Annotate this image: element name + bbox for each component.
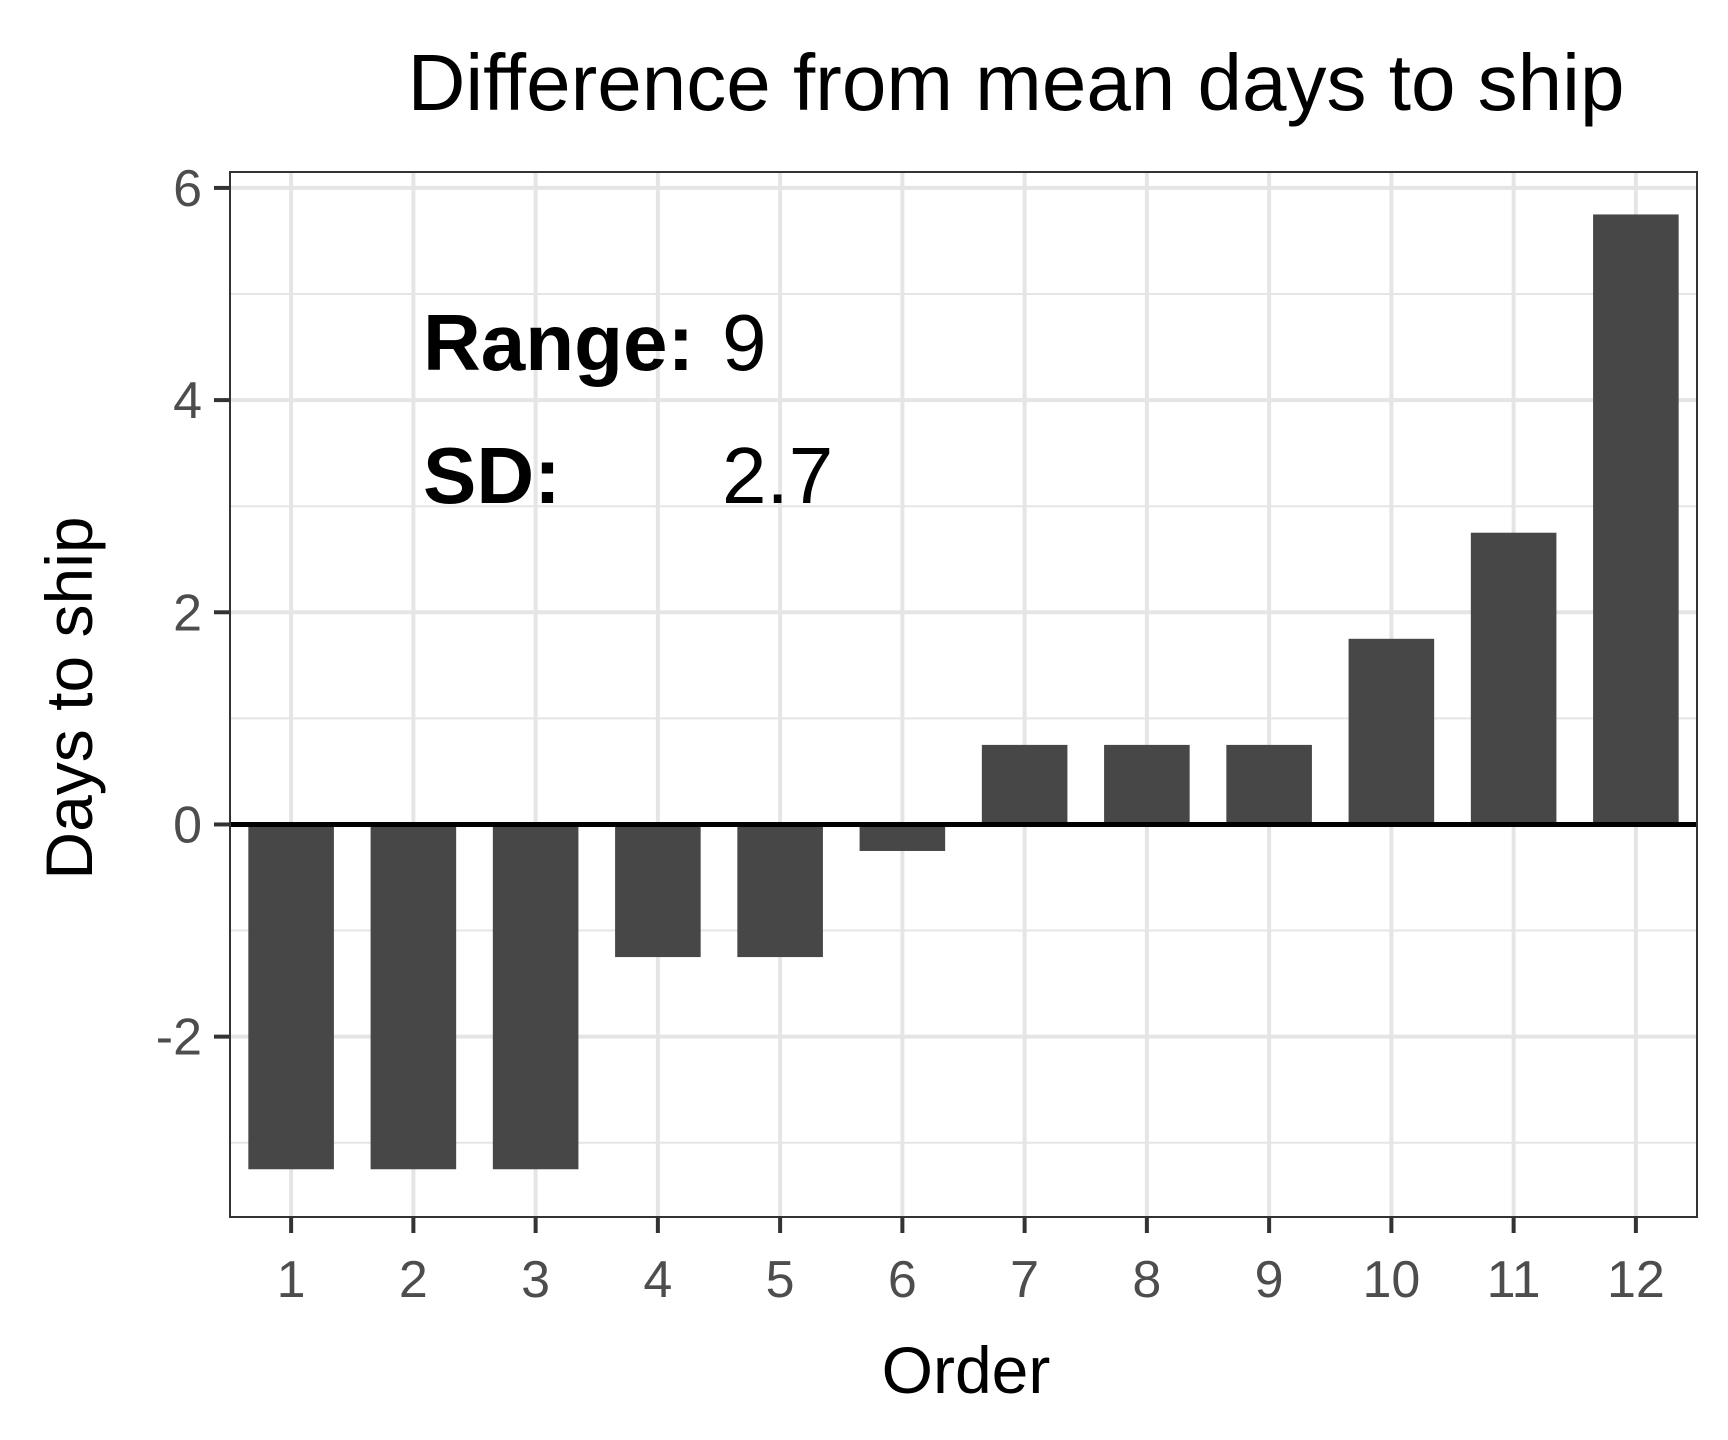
gridlines (230, 172, 1697, 1217)
x-tick-label: 10 (1362, 1251, 1420, 1309)
y-tick-label: 2 (173, 584, 202, 642)
sd-value: 2.7 (722, 431, 833, 520)
y-tick-label: 4 (173, 372, 202, 430)
bar-order-5 (737, 824, 823, 958)
x-tick-label: 3 (521, 1251, 550, 1309)
bar-order-10 (1348, 638, 1435, 825)
x-tick-label: 11 (1487, 1251, 1541, 1309)
y-tick-label: -2 (156, 1009, 202, 1067)
x-tick-label: 6 (888, 1251, 917, 1309)
bar-order-3 (492, 824, 579, 1170)
bar-order-4 (615, 824, 701, 958)
x-tick-label: 12 (1607, 1251, 1665, 1309)
x-tick-label: 1 (277, 1251, 306, 1309)
bar-order-1 (248, 824, 334, 1170)
y-tick-label: 0 (173, 796, 202, 854)
bar-order-12 (1593, 214, 1679, 825)
x-tick-label: 2 (399, 1251, 428, 1309)
bar-order-9 (1226, 744, 1312, 825)
x-tick-label: 4 (643, 1251, 672, 1309)
x-tick-label: 9 (1255, 1251, 1284, 1309)
x-tick-label: 7 (1010, 1251, 1039, 1309)
plot-frame (229, 171, 1698, 1218)
x-tick-label: 8 (1132, 1251, 1161, 1309)
bar-order-2 (370, 824, 457, 1170)
chart-title: Difference from mean days to ship (408, 38, 1625, 127)
bar-order-7 (981, 744, 1068, 825)
y-axis-title: Days to ship (32, 516, 106, 879)
range-label: Range: (423, 298, 694, 387)
y-axis: -2 0 2 4 6 (156, 160, 230, 1067)
y-tick-label: 6 (173, 160, 202, 218)
x-axis-title: Order (882, 1333, 1051, 1407)
sd-label: SD: (423, 431, 561, 520)
bar-order-11 (1470, 532, 1557, 825)
range-value: 9 (722, 298, 767, 387)
x-tick-label: 5 (766, 1251, 795, 1309)
bar-order-6 (859, 824, 946, 851)
bar-order-8 (1104, 744, 1190, 825)
x-axis: 1 2 3 4 5 6 7 8 9 10 11 12 (277, 1217, 1665, 1309)
bars (248, 214, 1679, 1170)
